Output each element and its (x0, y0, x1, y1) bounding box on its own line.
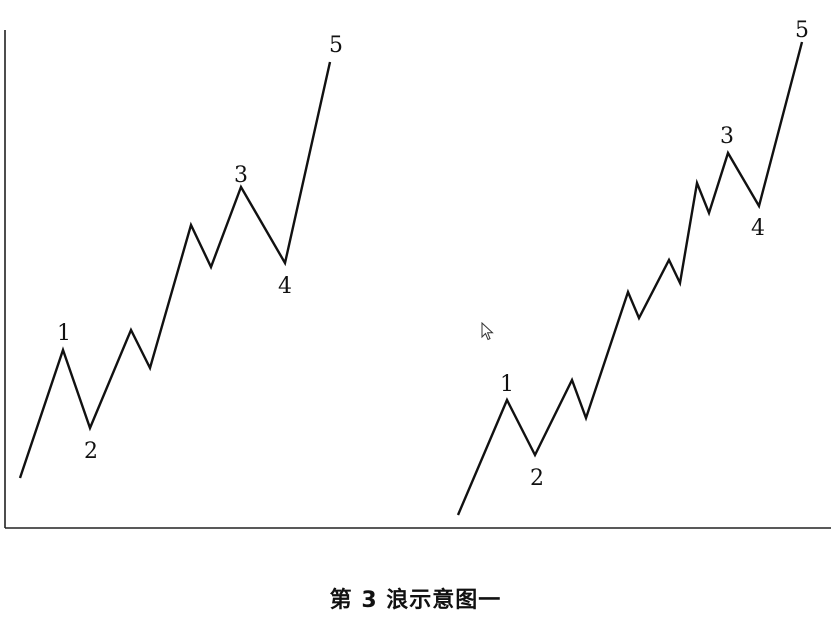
right-wave-label-4: 4 (751, 216, 765, 241)
left-wave-label-3: 3 (234, 163, 248, 188)
left-wave-label-5: 5 (329, 33, 343, 58)
right-wave-line (456, 41, 804, 516)
right-wave-label-3: 3 (720, 124, 734, 149)
wave-diagram-frame: 1 2 3 4 5 1 2 3 4 5 (4, 18, 831, 529)
right-wave-label-2: 2 (530, 466, 544, 491)
left-wave-line (18, 61, 332, 479)
wave-diagram: 1 2 3 4 5 1 2 3 4 5 (4, 18, 831, 529)
right-wave-label-1: 1 (500, 372, 514, 397)
left-wave-label-1: 1 (57, 321, 71, 346)
left-wave-label-2: 2 (84, 439, 98, 464)
right-wave-label-5: 5 (795, 18, 809, 43)
figure-caption: 第 3 浪示意图一 (329, 588, 502, 613)
left-wave-label-4: 4 (278, 274, 292, 299)
mouse-pointer-icon (481, 322, 494, 341)
